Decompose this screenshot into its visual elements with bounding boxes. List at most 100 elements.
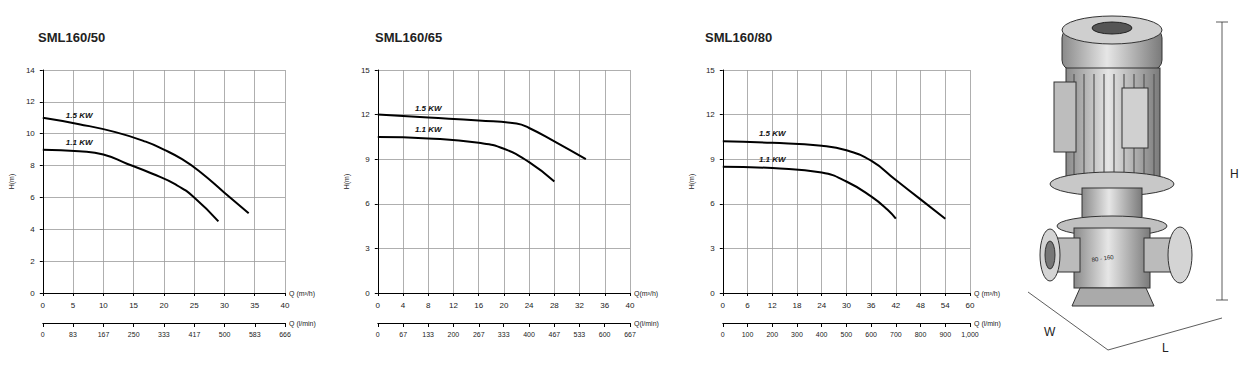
- svg-text:80 - 160: 80 - 160: [1091, 254, 1114, 263]
- svg-text:Q (m³/h): Q (m³/h): [289, 290, 315, 298]
- svg-text:700: 700: [890, 331, 902, 338]
- svg-text:16: 16: [474, 301, 483, 310]
- svg-text:400: 400: [816, 331, 828, 338]
- svg-text:267: 267: [473, 331, 485, 338]
- svg-text:H(m): H(m): [8, 174, 16, 190]
- svg-text:48: 48: [916, 301, 925, 310]
- svg-text:Q(l/min): Q(l/min): [634, 320, 659, 328]
- svg-text:100: 100: [742, 331, 754, 338]
- svg-text:1.5 KW: 1.5 KW: [66, 111, 94, 120]
- svg-text:333: 333: [498, 331, 510, 338]
- svg-text:1.1 KW: 1.1 KW: [759, 155, 787, 164]
- svg-text:36: 36: [600, 301, 609, 310]
- svg-text:6: 6: [710, 199, 715, 208]
- svg-text:0: 0: [41, 331, 45, 338]
- svg-text:4: 4: [401, 301, 406, 310]
- svg-text:0: 0: [376, 331, 380, 338]
- svg-text:Q(m³/h): Q(m³/h): [634, 290, 658, 298]
- svg-text:167: 167: [98, 331, 110, 338]
- svg-text:10: 10: [26, 129, 35, 138]
- svg-text:200: 200: [448, 331, 460, 338]
- svg-text:54: 54: [941, 301, 950, 310]
- svg-text:12: 12: [768, 301, 777, 310]
- svg-text:14: 14: [26, 66, 35, 75]
- svg-text:H(m): H(m): [688, 174, 696, 190]
- svg-text:0: 0: [376, 301, 381, 310]
- svg-text:40: 40: [281, 301, 290, 310]
- svg-text:9: 9: [365, 155, 370, 164]
- svg-text:800: 800: [915, 331, 927, 338]
- svg-text:6: 6: [365, 199, 370, 208]
- svg-text:1.5 KW: 1.5 KW: [415, 104, 443, 113]
- svg-text:15: 15: [361, 66, 370, 75]
- svg-text:12: 12: [706, 110, 715, 119]
- svg-text:8: 8: [426, 301, 431, 310]
- svg-text:24: 24: [817, 301, 826, 310]
- svg-text:1.1 KW: 1.1 KW: [66, 138, 94, 147]
- svg-text:15: 15: [706, 66, 715, 75]
- svg-text:32: 32: [575, 301, 584, 310]
- svg-text:H(m): H(m): [343, 174, 351, 190]
- svg-text:1.1 KW: 1.1 KW: [415, 125, 443, 134]
- svg-text:667: 667: [624, 331, 636, 338]
- svg-text:15: 15: [129, 301, 138, 310]
- svg-text:83: 83: [69, 331, 77, 338]
- svg-text:Q (l/min): Q (l/min): [289, 320, 316, 328]
- svg-text:L: L: [1162, 341, 1169, 355]
- svg-text:18: 18: [793, 301, 802, 310]
- svg-text:0: 0: [721, 331, 725, 338]
- svg-text:1,000: 1,000: [961, 331, 979, 338]
- svg-text:6: 6: [745, 301, 750, 310]
- svg-text:30: 30: [220, 301, 229, 310]
- svg-text:W: W: [1044, 325, 1056, 339]
- svg-text:10: 10: [99, 301, 108, 310]
- svg-text:30: 30: [842, 301, 851, 310]
- svg-text:5: 5: [71, 301, 76, 310]
- svg-text:900: 900: [939, 331, 951, 338]
- svg-text:0: 0: [30, 289, 35, 298]
- svg-text:300: 300: [791, 331, 803, 338]
- svg-text:0: 0: [721, 301, 726, 310]
- svg-text:467: 467: [549, 331, 561, 338]
- svg-text:0: 0: [41, 301, 46, 310]
- svg-text:60: 60: [966, 301, 975, 310]
- svg-text:H: H: [1230, 167, 1239, 181]
- svg-text:24: 24: [525, 301, 534, 310]
- svg-text:8: 8: [30, 161, 35, 170]
- svg-text:333: 333: [158, 331, 170, 338]
- svg-text:9: 9: [710, 155, 715, 164]
- svg-text:500: 500: [219, 331, 231, 338]
- svg-text:Q (l/min): Q (l/min): [974, 320, 1001, 328]
- svg-text:533: 533: [573, 331, 585, 338]
- svg-text:25: 25: [190, 301, 199, 310]
- svg-text:12: 12: [449, 301, 458, 310]
- svg-text:35: 35: [250, 301, 259, 310]
- svg-text:12: 12: [361, 110, 370, 119]
- svg-text:3: 3: [365, 244, 370, 253]
- svg-text:250: 250: [128, 331, 140, 338]
- svg-text:67: 67: [399, 331, 407, 338]
- svg-text:3: 3: [710, 244, 715, 253]
- svg-text:20: 20: [499, 301, 508, 310]
- svg-text:20: 20: [159, 301, 168, 310]
- svg-text:Q (m³/h): Q (m³/h): [974, 290, 1000, 298]
- svg-text:4: 4: [30, 225, 35, 234]
- svg-text:417: 417: [189, 331, 201, 338]
- svg-text:0: 0: [710, 289, 715, 298]
- svg-text:500: 500: [841, 331, 853, 338]
- svg-text:666: 666: [279, 331, 291, 338]
- svg-text:6: 6: [30, 193, 35, 202]
- svg-text:28: 28: [550, 301, 559, 310]
- svg-text:2: 2: [30, 257, 35, 266]
- svg-text:1.5 KW: 1.5 KW: [759, 129, 787, 138]
- svg-text:36: 36: [867, 301, 876, 310]
- svg-text:600: 600: [599, 331, 611, 338]
- svg-text:600: 600: [865, 331, 877, 338]
- svg-text:400: 400: [523, 331, 535, 338]
- svg-text:133: 133: [422, 331, 434, 338]
- svg-text:42: 42: [891, 301, 900, 310]
- svg-text:40: 40: [626, 301, 635, 310]
- svg-text:12: 12: [26, 97, 35, 106]
- svg-text:200: 200: [766, 331, 778, 338]
- svg-text:0: 0: [365, 289, 370, 298]
